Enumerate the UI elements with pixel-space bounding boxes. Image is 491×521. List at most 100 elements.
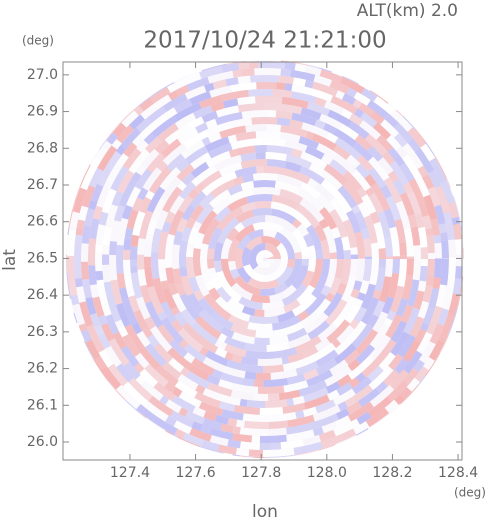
echo-cell <box>281 356 290 365</box>
echo-cell <box>341 276 356 303</box>
echo-cell <box>314 183 335 203</box>
echo-cell <box>85 339 101 360</box>
echo-cell <box>137 254 145 270</box>
echo-cell <box>184 410 205 425</box>
echo-cell <box>438 223 447 234</box>
echo-cell <box>191 421 203 432</box>
echo-cell <box>382 403 401 420</box>
echo-cell <box>352 384 374 403</box>
echo-cell <box>157 311 167 321</box>
echo-cell <box>437 308 449 326</box>
echo-cell <box>89 218 100 240</box>
echo-cell <box>356 154 374 172</box>
echo-cell <box>228 238 241 262</box>
echo-cell <box>147 106 167 124</box>
echo-cell <box>177 181 187 191</box>
echo-cell <box>279 226 302 254</box>
echo-cell <box>407 137 421 153</box>
echo-cell <box>189 364 210 381</box>
echo-cell <box>205 136 230 153</box>
echo-cell <box>297 188 325 212</box>
echo-cell <box>413 290 425 310</box>
echo-cell <box>373 221 383 232</box>
echo-cell <box>263 102 278 111</box>
echo-cell <box>66 254 68 273</box>
echo-cell <box>247 456 254 458</box>
echo-cell <box>455 239 463 255</box>
echo-cell <box>413 359 425 373</box>
echo-cell <box>294 251 303 259</box>
echo-cell <box>200 424 212 435</box>
echo-cell <box>99 139 107 150</box>
echo-cell <box>217 217 240 245</box>
echo-cell <box>373 122 392 140</box>
echo-cell <box>164 211 176 224</box>
echo-cell <box>239 441 260 450</box>
echo-cell <box>110 220 121 242</box>
echo-cell <box>195 274 210 297</box>
echo-cell <box>346 87 358 98</box>
echo-cell <box>330 227 341 239</box>
echo-cell <box>240 158 268 169</box>
echo-cell <box>167 83 177 93</box>
echo-cell <box>201 218 220 245</box>
echo-cell <box>222 365 246 379</box>
echo-cell <box>272 315 301 331</box>
echo-cell <box>175 112 197 129</box>
echo-cell <box>283 380 309 393</box>
echo-cell <box>377 157 394 175</box>
echo-cell <box>244 420 269 430</box>
echo-cell <box>375 229 386 249</box>
echo-cell <box>320 259 331 278</box>
echo-cell <box>212 79 227 90</box>
echo-cell <box>280 439 304 450</box>
echo-cell <box>133 362 145 374</box>
echo-cell <box>287 333 311 349</box>
echo-cell <box>181 226 192 242</box>
echo-cell <box>395 146 408 159</box>
echo-cell <box>173 77 185 84</box>
echo-cell <box>160 176 182 202</box>
echo-cell <box>422 215 433 230</box>
echo-cell <box>346 210 362 234</box>
echo-cell <box>390 234 400 249</box>
echo-cell <box>434 204 446 225</box>
echo-cell <box>319 444 336 451</box>
echo-cell <box>237 103 264 113</box>
echo-cell <box>324 100 344 115</box>
echo-cell <box>168 282 179 296</box>
echo-cell <box>294 449 320 456</box>
echo-cell <box>227 196 249 212</box>
echo-cell <box>85 297 97 316</box>
echo-cell <box>220 372 243 385</box>
echo-cell <box>232 433 252 443</box>
echo-cell <box>195 315 222 340</box>
echo-cell <box>414 366 429 383</box>
echo-cell <box>389 226 398 237</box>
echo-cell <box>417 375 426 386</box>
echo-cell <box>338 296 357 320</box>
echo-cell <box>124 227 134 240</box>
echo-cell <box>286 429 315 442</box>
echo-cell <box>321 153 334 165</box>
echo-cell <box>309 259 323 289</box>
echo-cell <box>373 96 395 115</box>
echo-cell <box>117 165 129 178</box>
echo-cell <box>269 291 287 303</box>
echo-cell <box>351 323 374 349</box>
echo-cell <box>361 353 386 378</box>
echo-cell <box>247 322 273 332</box>
echo-cell <box>424 141 435 156</box>
echo-cell <box>314 298 331 317</box>
echo-cell <box>407 214 418 228</box>
echo-cell <box>367 314 379 328</box>
echo-cell <box>262 137 286 147</box>
echo-cell <box>177 437 200 447</box>
echo-cell <box>162 287 178 310</box>
echo-cell <box>315 358 338 376</box>
echo-cell <box>287 352 304 364</box>
echo-cell <box>183 352 196 364</box>
echo-cell <box>204 82 215 92</box>
echo-cell <box>385 195 402 221</box>
echo-cell <box>239 398 248 407</box>
